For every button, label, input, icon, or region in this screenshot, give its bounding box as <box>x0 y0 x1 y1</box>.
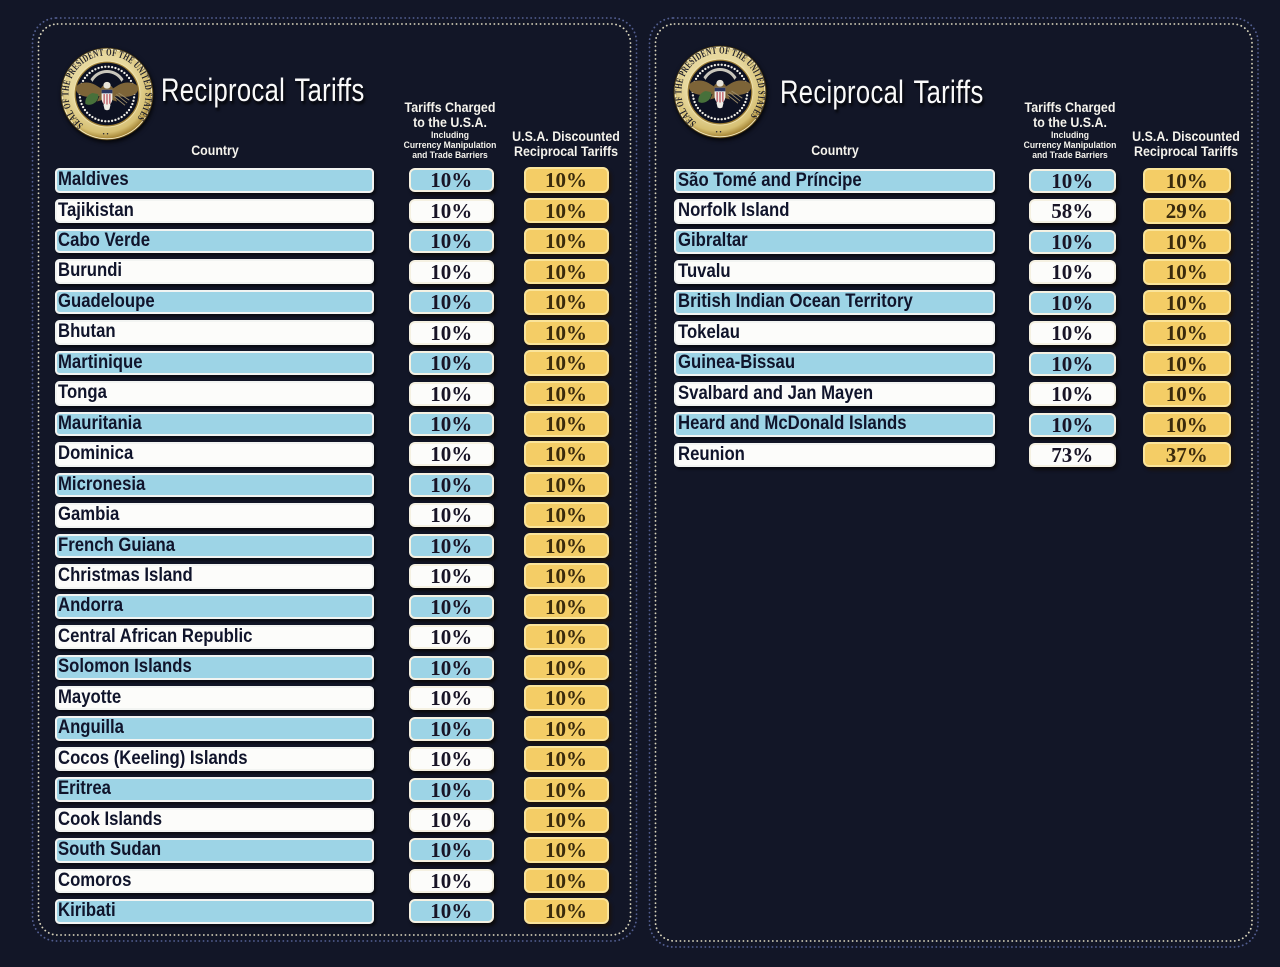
svg-text:• •: • • <box>715 129 721 136</box>
svg-text:• •: • • <box>102 131 108 138</box>
